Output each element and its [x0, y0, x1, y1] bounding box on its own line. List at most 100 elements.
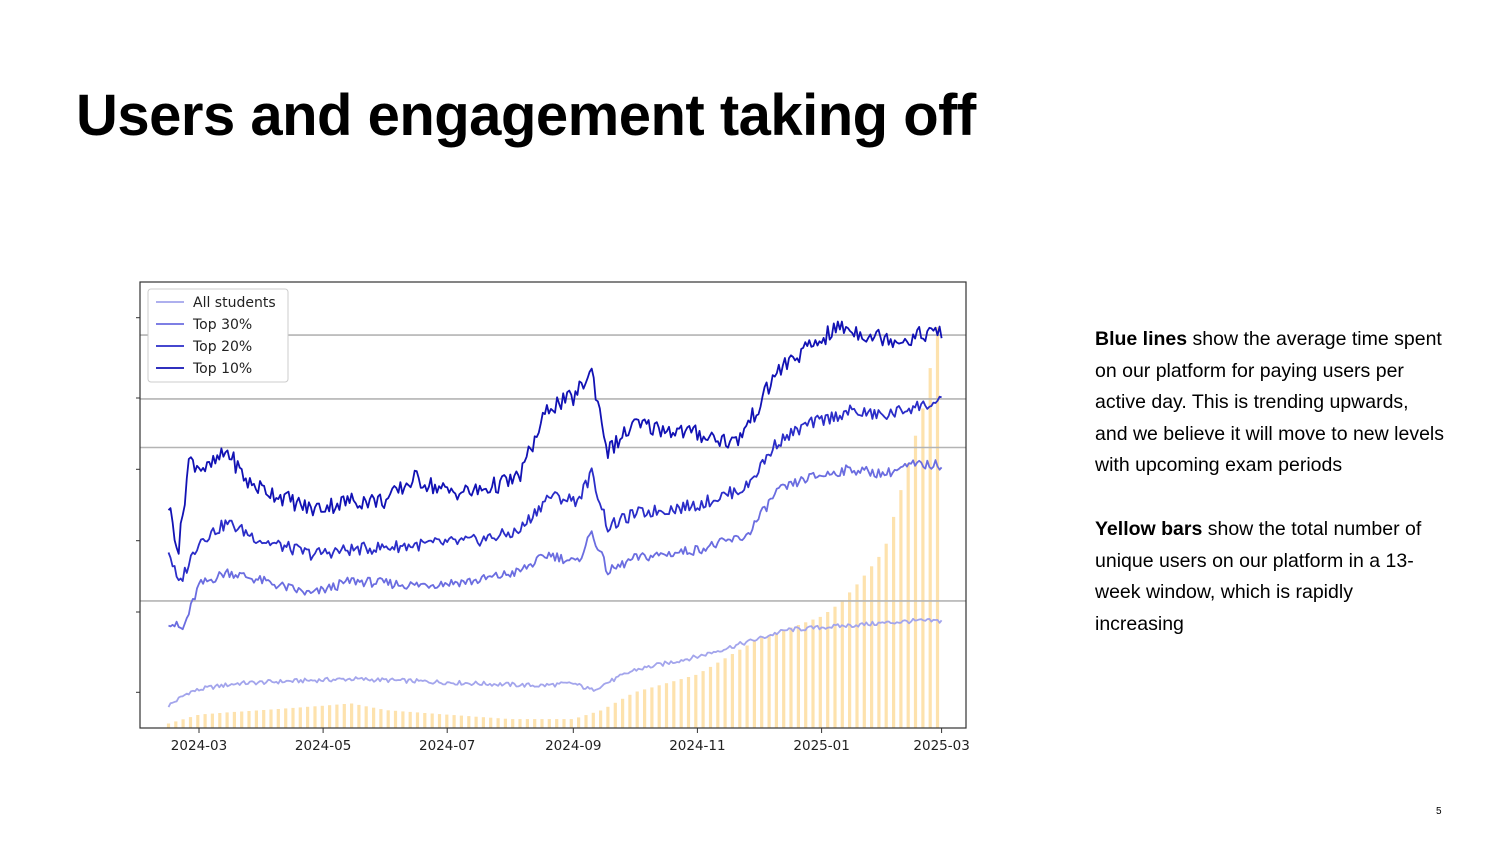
blue-lines-heading: Blue lines [1095, 328, 1188, 350]
x-tick-label: 2024-07 [419, 738, 475, 754]
bar [555, 719, 559, 728]
plot-frame [139, 281, 967, 729]
bar [459, 715, 463, 728]
bar [313, 706, 317, 728]
bar [298, 707, 302, 728]
bar [840, 600, 844, 728]
bar [833, 606, 837, 728]
x-tick-label: 2024-03 [171, 738, 227, 754]
bar [445, 714, 449, 728]
blue-lines-text: show the average time spent on our platf… [1095, 328, 1445, 477]
bar [884, 543, 888, 728]
bar [899, 490, 903, 728]
bar [928, 368, 932, 728]
bar [774, 632, 778, 728]
legend-label: Top 30% [192, 317, 252, 333]
x-tick-label: 2024-05 [295, 738, 351, 754]
bar [415, 712, 420, 728]
bar [342, 704, 346, 728]
bar [628, 694, 632, 728]
bar [430, 713, 434, 728]
bar [767, 635, 771, 728]
bar [591, 712, 595, 728]
bar [599, 710, 603, 728]
legend-label: All students [193, 295, 276, 311]
bar [730, 654, 734, 728]
bar [196, 715, 200, 728]
bar [569, 719, 573, 728]
bar [357, 704, 361, 728]
bar [716, 662, 720, 728]
bar [481, 717, 485, 728]
bar [877, 556, 881, 728]
bar [335, 704, 339, 728]
yellow-bars-description: Yellow bars show the total number of uni… [1095, 514, 1445, 640]
bar [437, 714, 442, 728]
series-line [167, 320, 943, 555]
bar [291, 707, 295, 728]
bar [203, 714, 207, 728]
bar [269, 709, 273, 728]
bar [518, 719, 522, 728]
x-tick-label: 2024-11 [669, 738, 725, 754]
bar [782, 630, 786, 728]
bar [232, 711, 236, 728]
bar [166, 723, 171, 728]
engagement-chart: 2024-03 2024-05 2024-07 2024-09 2024-11 2025-… [120, 270, 980, 770]
bar [913, 435, 918, 728]
bar [562, 719, 566, 728]
bar [664, 683, 669, 728]
bar [511, 719, 515, 728]
bar [650, 687, 654, 728]
bar [276, 709, 280, 728]
bar [723, 658, 727, 728]
legend-box [147, 288, 289, 383]
bar [870, 566, 874, 728]
bar [350, 703, 354, 728]
bar [935, 327, 940, 728]
bar [862, 575, 866, 728]
bar [489, 717, 493, 728]
bar [181, 719, 185, 728]
page-number: 5 [1436, 806, 1442, 817]
bar [401, 711, 405, 728]
bar [686, 677, 691, 728]
bar [379, 709, 383, 728]
bar [503, 718, 507, 728]
bar [452, 715, 456, 728]
bar [826, 612, 830, 728]
bar [811, 619, 815, 728]
bar [320, 705, 324, 728]
bar [467, 716, 471, 728]
bar [540, 719, 544, 728]
series-line [167, 617, 943, 708]
yellow-bars-heading: Yellow bars [1095, 517, 1203, 540]
bar [672, 681, 676, 728]
bar [474, 716, 478, 728]
legend-label: Top 20% [192, 339, 252, 355]
bar [372, 707, 376, 728]
bar [393, 710, 398, 728]
bar [694, 674, 698, 728]
bar [577, 717, 581, 728]
bar [525, 719, 529, 728]
bar [921, 408, 925, 728]
bar [386, 710, 390, 728]
bar [284, 708, 288, 728]
bar [643, 689, 647, 728]
bar [606, 706, 610, 728]
bar [804, 622, 808, 728]
bar [752, 641, 756, 728]
slide-title: Users and engagement taking off [76, 83, 976, 148]
bar [745, 645, 749, 728]
bar [584, 715, 588, 728]
bar [906, 463, 910, 728]
bar [613, 702, 617, 728]
bar [423, 713, 427, 728]
series-line [168, 459, 943, 631]
bar [240, 711, 244, 728]
bar [262, 710, 266, 728]
bar [225, 712, 229, 728]
bar [708, 666, 713, 728]
bar [796, 625, 800, 728]
